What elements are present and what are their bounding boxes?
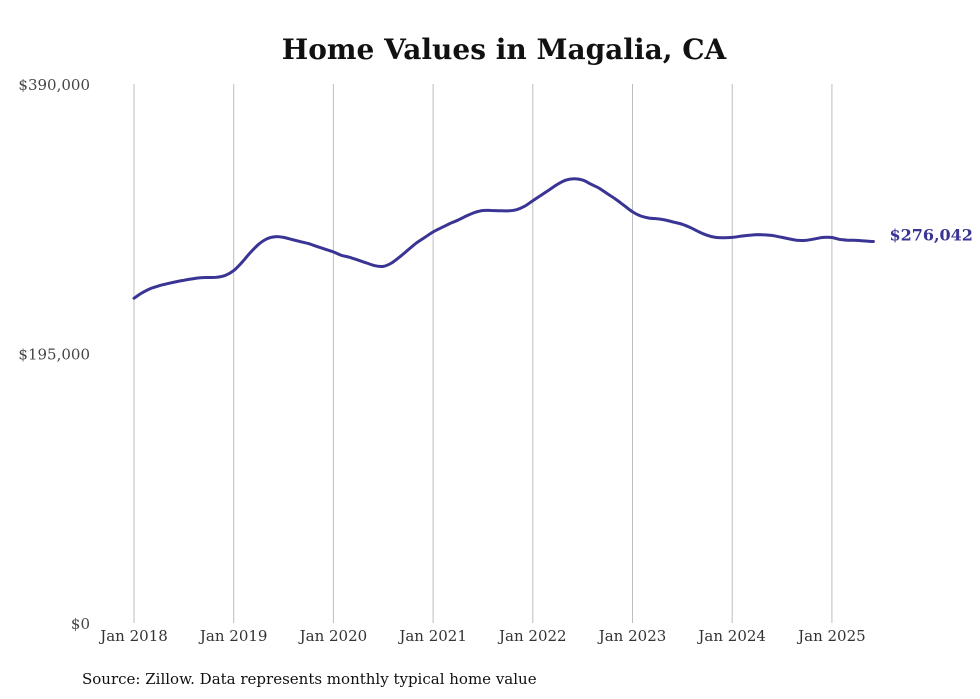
x-tick-label: Jan 2019 xyxy=(198,627,268,645)
x-axis-ticks: Jan 2018 Jan 2019 Jan 2020 Jan 2021 Jan 2022… xyxy=(98,627,865,645)
x-tick-label: Jan 2024 xyxy=(696,627,766,645)
y-tick-label: $390,000 xyxy=(18,76,90,94)
y-tick-label: $0 xyxy=(71,615,90,633)
end-value-label: $276,042 xyxy=(889,225,973,244)
y-axis-ticks: $0 $195,000 $390,000 xyxy=(18,76,90,633)
x-tick-label: Jan 2021 xyxy=(397,627,467,645)
chart-title: Home Values in Magalia, CA xyxy=(282,33,728,66)
series-line-home-value xyxy=(132,177,875,300)
x-tick-label: Jan 2020 xyxy=(298,627,368,645)
x-tick-label: Jan 2025 xyxy=(796,627,866,645)
source-note: Source: Zillow. Data represents monthly … xyxy=(82,670,537,688)
grid-lines xyxy=(133,84,833,623)
x-tick-label: Jan 2023 xyxy=(597,627,667,645)
x-tick-label: Jan 2022 xyxy=(497,627,567,645)
x-tick-label: Jan 2018 xyxy=(98,627,168,645)
y-tick-label: $195,000 xyxy=(18,346,90,364)
